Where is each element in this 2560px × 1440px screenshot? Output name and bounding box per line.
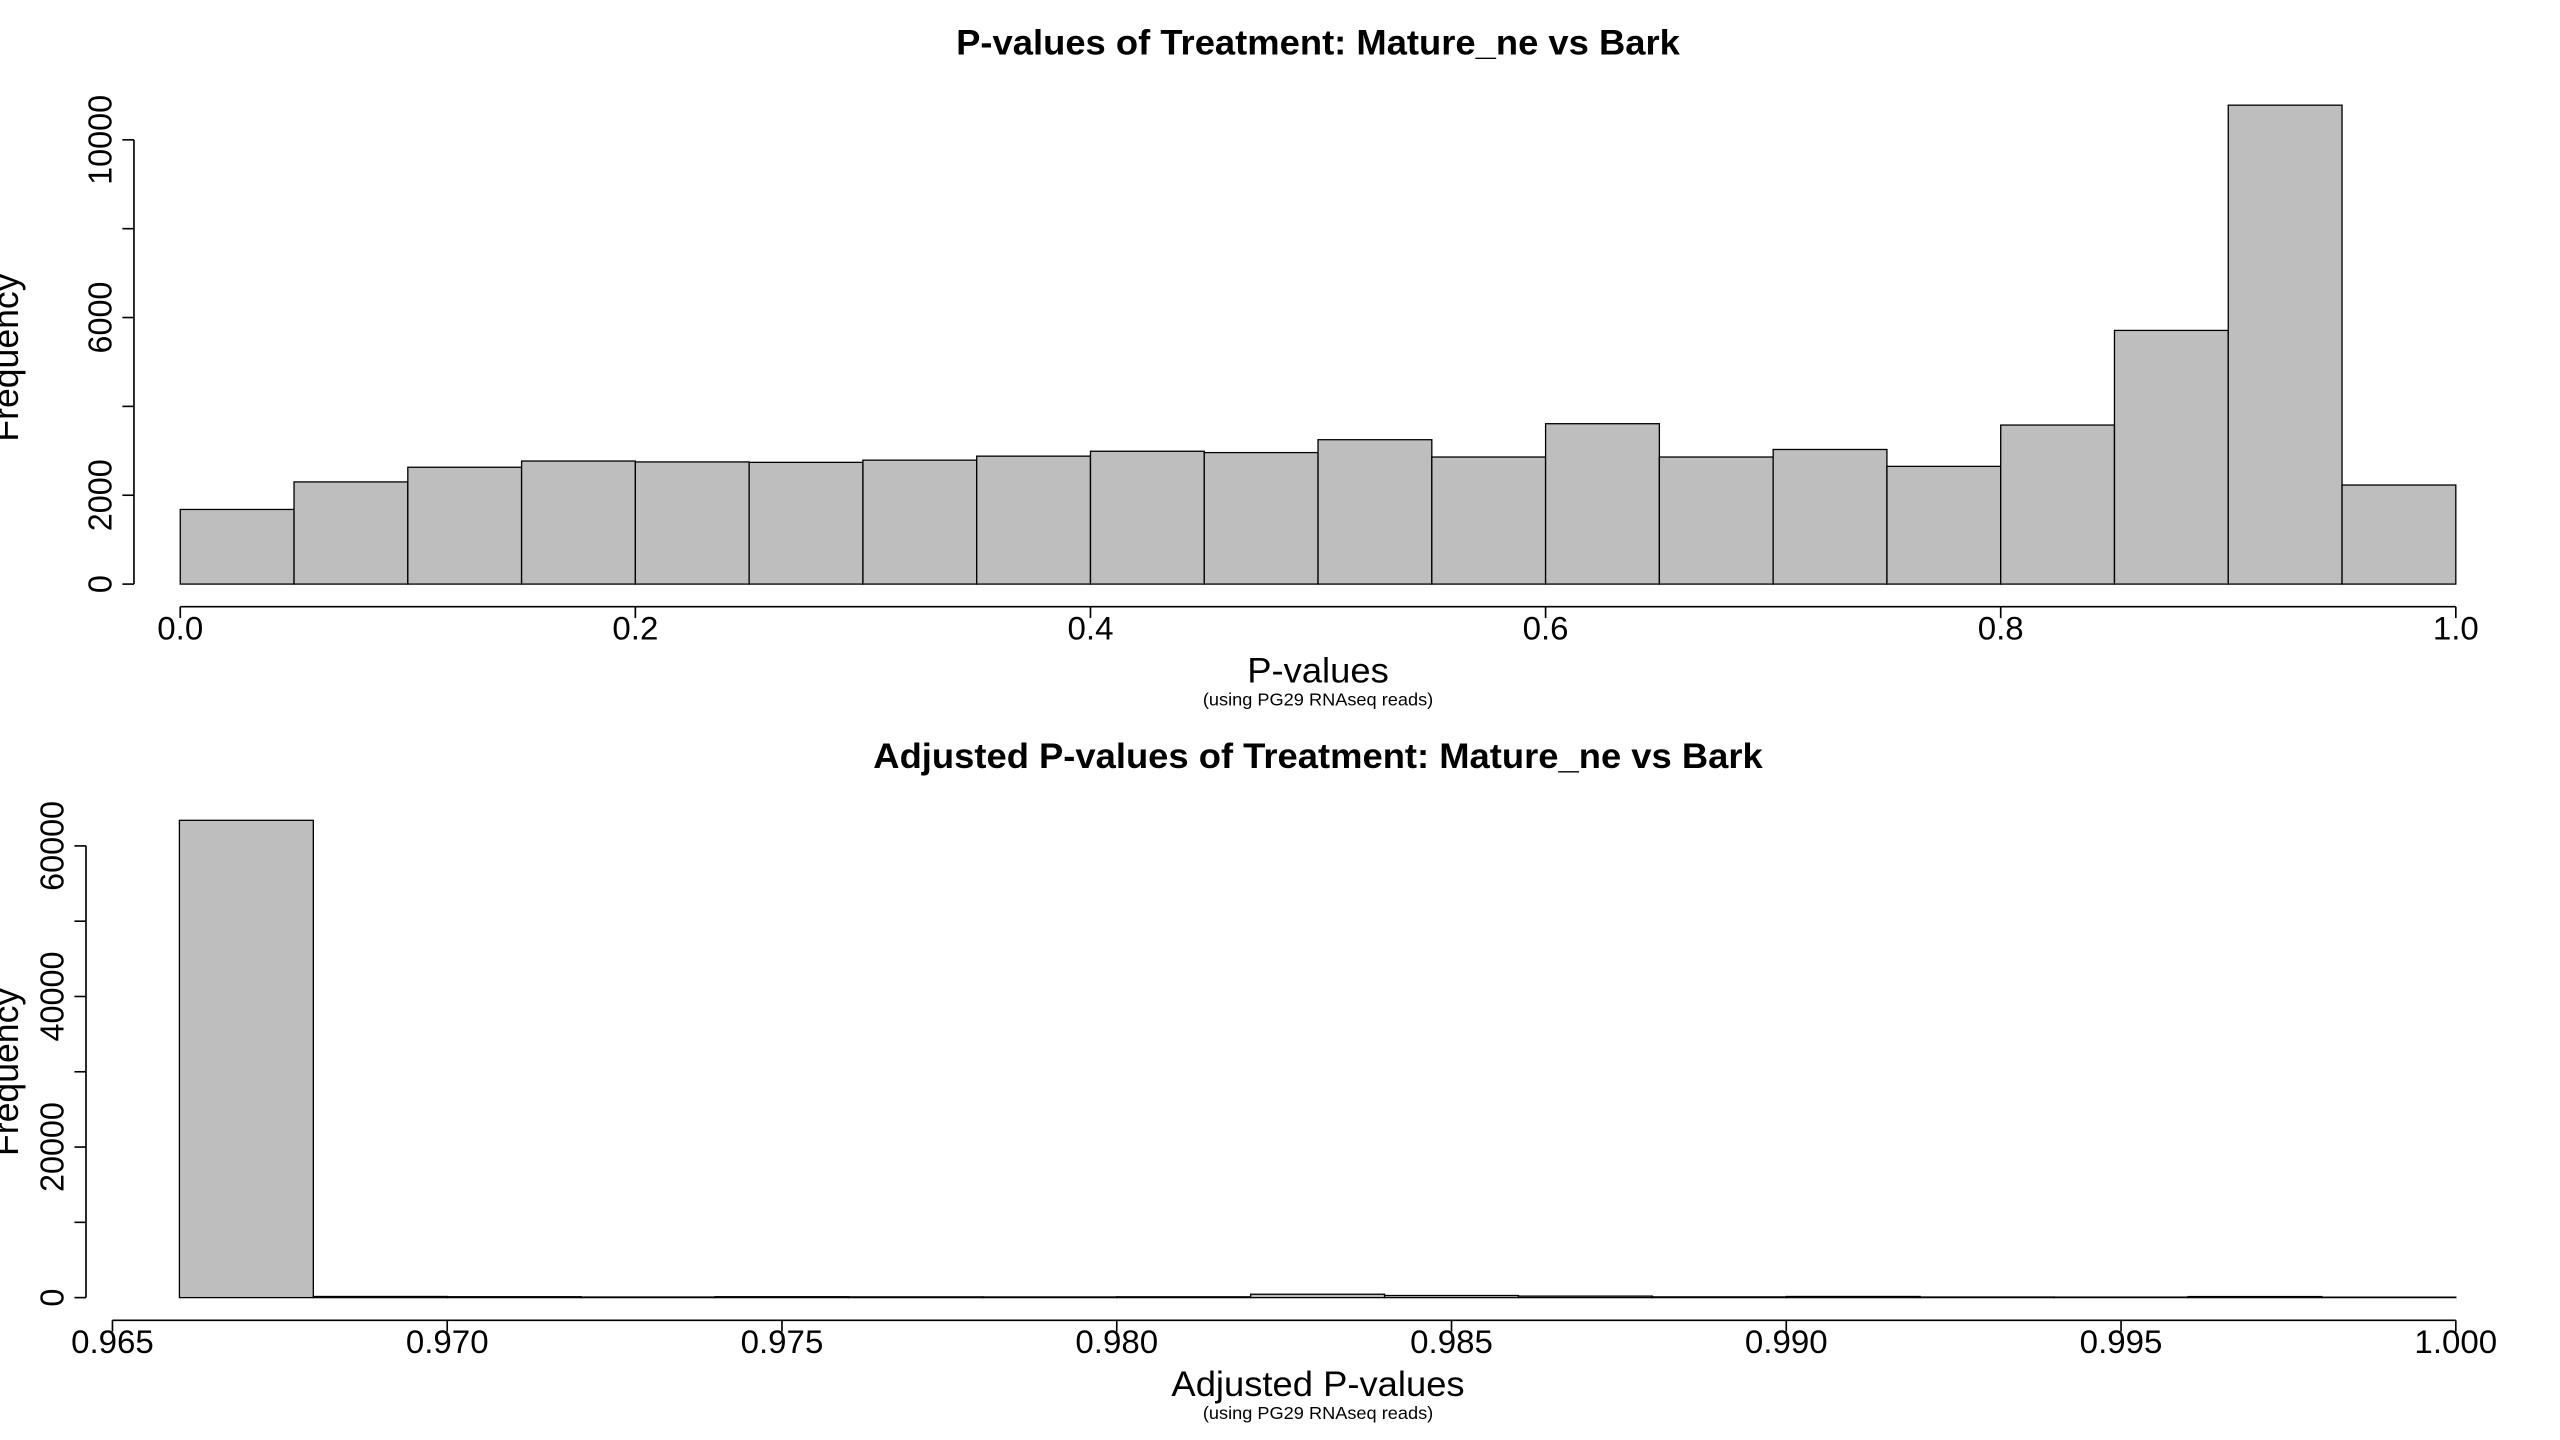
x-tick-label: 1.0: [2433, 610, 2479, 647]
x-tick-label: 0.990: [1745, 1323, 1828, 1360]
x-tick-label: 1.000: [2414, 1323, 2497, 1360]
y-tick-label: 40000: [33, 952, 70, 1042]
bar: [407, 466, 523, 585]
bar: [862, 459, 978, 585]
bar: [1431, 456, 1547, 585]
bar: [714, 1296, 850, 1299]
bar: [446, 1296, 582, 1299]
bar: [520, 460, 637, 585]
bar: [634, 461, 750, 585]
bar: [1544, 423, 1661, 585]
bar: [1919, 1296, 2055, 1299]
y-tick-label: 20000: [33, 1102, 70, 1192]
y-axis-label: Frequency: [0, 273, 26, 441]
y-tick-label: 0: [33, 1289, 70, 1307]
bar: [1383, 1294, 1520, 1299]
bar: [178, 819, 314, 1299]
bar: [1317, 439, 1433, 585]
bar: [580, 1296, 716, 1299]
bar: [1089, 450, 1205, 585]
bar: [293, 481, 409, 585]
x-axis-label: Adjusted P-values: [1171, 1363, 1464, 1404]
y-tick-label: 0: [81, 575, 118, 593]
x-tick-label: 0.965: [71, 1323, 154, 1360]
bar: [179, 508, 295, 585]
x-axis-label: P-values: [1247, 650, 1389, 691]
bar: [976, 455, 1092, 585]
y-tick-label: 6000: [81, 282, 118, 354]
bar: [1886, 465, 2002, 585]
bar: [2000, 424, 2116, 585]
y-tick-label: 60000: [33, 801, 70, 891]
bar: [2053, 1296, 2189, 1299]
bar: [2227, 104, 2343, 585]
subtitle: (using PG29 RNAseq reads): [1203, 1403, 1433, 1423]
subtitle: (using PG29 RNAseq reads): [1203, 689, 1433, 709]
bar: [312, 1295, 448, 1299]
x-tick-label: 0.975: [741, 1323, 824, 1360]
bar: [848, 1296, 984, 1299]
x-tick-label: 0.8: [1978, 610, 2024, 647]
x-tick-label: 0.980: [1075, 1323, 1158, 1360]
bar: [1249, 1293, 1386, 1299]
bar: [2341, 484, 2457, 585]
x-tick-label: 0.0: [157, 610, 203, 647]
x-tick-label: 0.970: [406, 1323, 489, 1360]
bar: [1785, 1295, 1921, 1299]
bar: [1651, 1296, 1787, 1299]
bar: [2187, 1295, 2323, 1299]
x-tick-label: 0.4: [1067, 610, 1113, 647]
y-tick-label: 10000: [81, 95, 118, 185]
bar: [1658, 456, 1774, 585]
bar: [1517, 1295, 1654, 1299]
y-axis-label: Frequency: [0, 988, 26, 1156]
bar: [2113, 329, 2229, 585]
x-tick-label: 0.985: [1410, 1323, 1493, 1360]
chart-title: Adjusted P-values of Treatment: Mature_n…: [873, 736, 1763, 777]
x-tick-label: 0.2: [612, 610, 658, 647]
x-tick-label: 0.6: [1523, 610, 1569, 647]
chart-title: P-values of Treatment: Mature_ne vs Bark: [956, 22, 1681, 63]
bar: [1203, 451, 1319, 585]
bar: [1116, 1296, 1252, 1299]
x-tick-label: 0.995: [2080, 1323, 2163, 1360]
bar: [982, 1296, 1118, 1299]
bar: [1772, 448, 1888, 585]
y-tick-label: 2000: [81, 459, 118, 531]
bar: [748, 461, 864, 585]
